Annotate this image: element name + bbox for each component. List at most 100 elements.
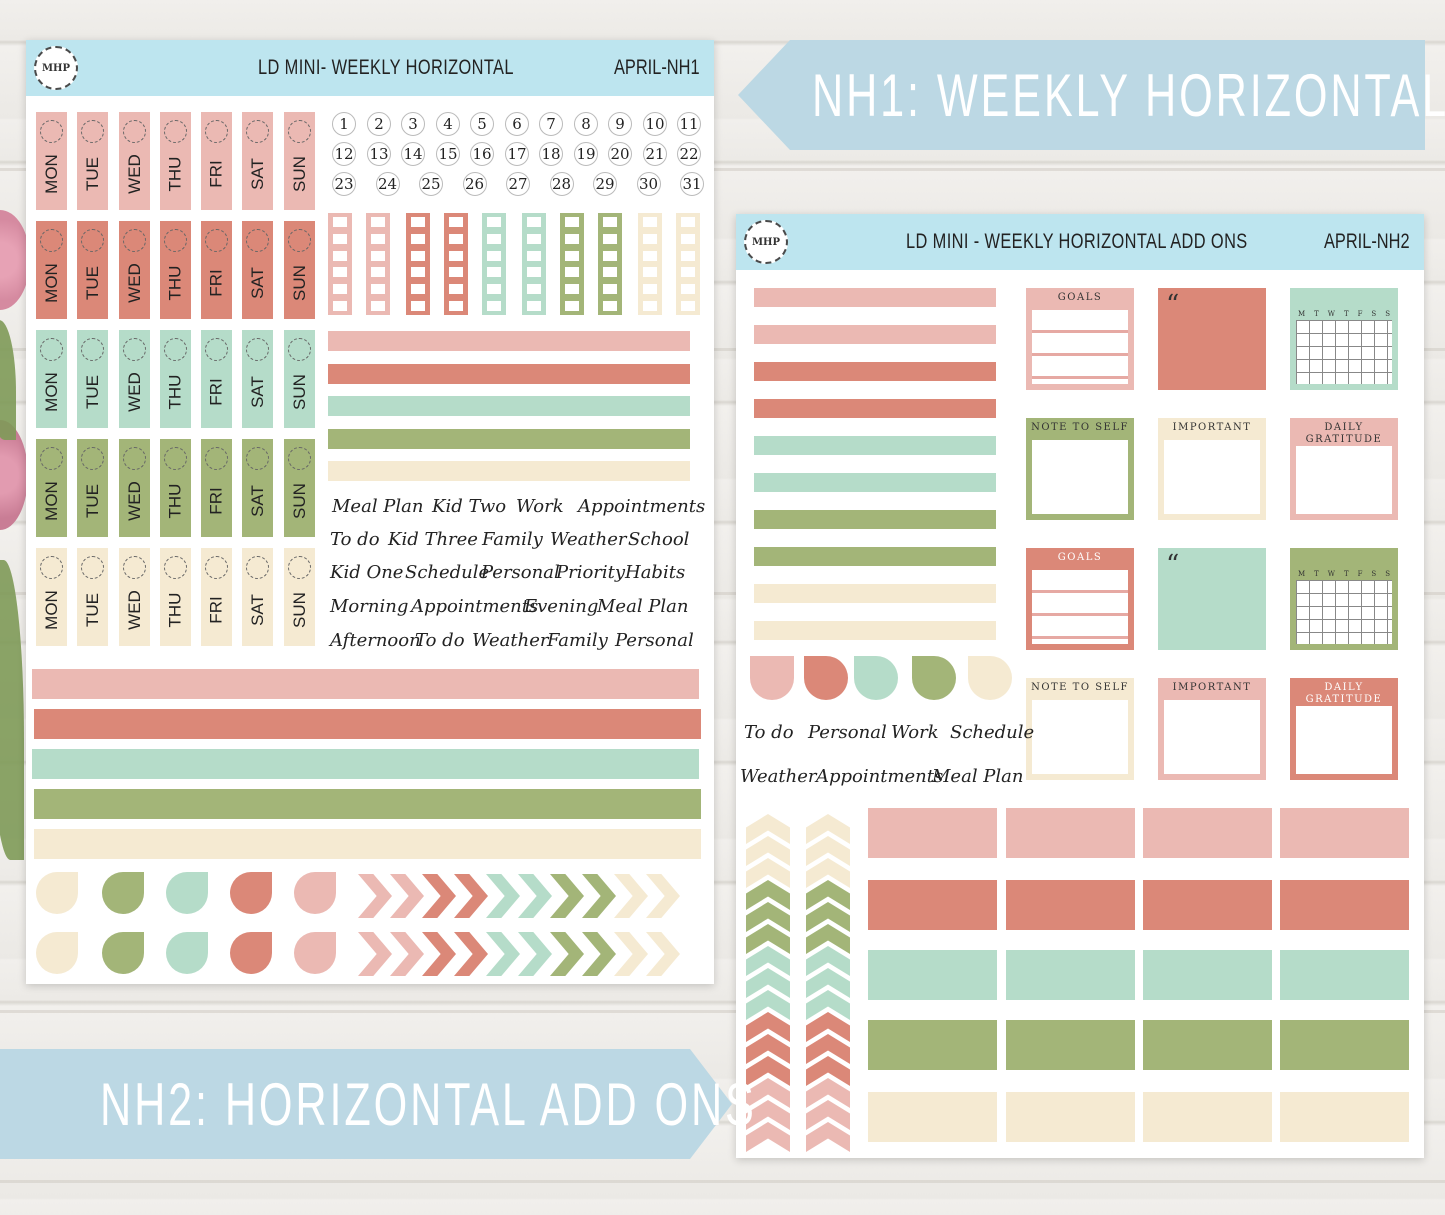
day-tab-sticker: THU — [160, 221, 191, 319]
sheet-title: LD MINI- WEEKLY HORIZONTAL — [258, 56, 514, 79]
word-sticker: School — [628, 529, 690, 550]
word-sticker: Family — [482, 529, 543, 550]
mhp-logo-icon: MHP — [744, 220, 788, 264]
day-tab-sticker: WED — [119, 439, 150, 537]
word-sticker: Appointments — [411, 596, 539, 617]
word-sticker: Weather — [472, 630, 549, 651]
quote-box-sticker: “ — [1158, 288, 1266, 390]
washi-strip — [754, 473, 996, 492]
day-tab-sticker: TUE — [77, 112, 108, 210]
date-number-circle: 13 — [367, 142, 391, 166]
word-sticker: Personal — [481, 562, 560, 583]
date-number-circle: 6 — [505, 112, 529, 136]
half-circle-sticker — [854, 656, 898, 700]
block-sticker — [868, 808, 997, 858]
block-sticker — [1143, 1020, 1272, 1070]
date-number-circle: 26 — [462, 172, 487, 196]
day-tab-sticker: SUN — [284, 439, 315, 537]
half-circle-sticker — [804, 656, 848, 700]
half-circle-sticker — [166, 872, 208, 914]
leaf-decoration — [0, 320, 16, 440]
washi-strip — [328, 429, 690, 449]
washi-strip — [754, 399, 996, 418]
day-tab-sticker: MON — [36, 112, 67, 210]
day-tab-sticker: MON — [36, 330, 67, 428]
chevron-arrow-strip — [358, 932, 680, 976]
sticker-sheet-nh1: MHP LD MINI- WEEKLY HORIZONTAL APRIL-NH1… — [26, 40, 714, 984]
half-circle-sticker — [230, 932, 272, 974]
checklist-sticker — [366, 213, 390, 315]
day-tab-sticker: SAT — [242, 439, 273, 537]
day-tab-sticker: MON — [36, 221, 67, 319]
washi-strip — [754, 621, 996, 640]
half-circle-sticker — [750, 656, 794, 700]
word-sticker: Evening — [524, 596, 599, 617]
banner-nh1: NH1: WEEKLY HORIZONTAL — [738, 40, 1445, 150]
date-number-circle: 15 — [436, 142, 460, 166]
checklist-sticker — [482, 213, 506, 315]
day-tab-sticker: WED — [119, 548, 150, 646]
word-sticker: Weather — [550, 529, 627, 550]
block-sticker — [1143, 808, 1272, 858]
washi-strip-wide — [32, 669, 699, 699]
block-sticker — [1280, 1020, 1409, 1070]
wood-plank-seam — [0, 168, 1445, 171]
washi-strip-wide — [34, 709, 701, 739]
word-sticker: Appointments — [578, 496, 706, 517]
word-sticker: Priority — [556, 562, 626, 583]
date-number-circle: 3 — [401, 112, 425, 136]
half-circle-sticker — [968, 656, 1012, 700]
washi-strip — [754, 362, 996, 381]
date-number-circle: 31 — [680, 172, 704, 196]
date-number-circle: 28 — [549, 172, 574, 196]
washi-strip — [754, 288, 996, 307]
day-tab-sticker: THU — [160, 330, 191, 428]
word-sticker: Meal Plan — [597, 596, 689, 617]
date-number-circle: 19 — [574, 142, 598, 166]
checklist-sticker — [444, 213, 468, 315]
washi-strip — [328, 331, 690, 351]
washi-strip — [754, 510, 996, 529]
block-sticker — [1006, 880, 1135, 930]
word-sticker: Kid Three — [388, 529, 478, 550]
checklist-sticker — [328, 213, 352, 315]
chevron-up-icon — [806, 1122, 850, 1152]
sheet-header — [736, 214, 1424, 270]
day-tab-sticker: TUE — [77, 330, 108, 428]
date-number-circle: 10 — [643, 112, 667, 136]
goals-box-sticker: GOALS — [1026, 548, 1134, 650]
block-sticker — [1006, 1092, 1135, 1142]
sheet-code: APRIL-NH2 — [1324, 230, 1410, 253]
word-sticker: Work — [891, 722, 939, 743]
block-sticker — [868, 950, 997, 1000]
date-number-circle: 27 — [506, 172, 530, 196]
day-tab-sticker: TUE — [77, 439, 108, 537]
word-sticker: To do — [330, 529, 380, 550]
day-tab-sticker: FRI — [201, 112, 232, 210]
date-number-circle: 2 — [367, 112, 391, 136]
checklist-sticker — [598, 213, 622, 315]
washi-strip — [328, 461, 690, 481]
note-to-self-box-sticker: NOTE TO SELF — [1026, 678, 1134, 780]
day-tab-sticker: FRI — [201, 548, 232, 646]
block-sticker — [1280, 950, 1409, 1000]
block-sticker — [1280, 1092, 1409, 1142]
wood-plank-seam — [0, 348, 1445, 351]
washi-strip-wide — [34, 789, 701, 819]
block-sticker — [1280, 808, 1409, 858]
washi-strip — [328, 396, 690, 416]
date-number-circle: 16 — [470, 142, 494, 166]
day-tab-sticker: TUE — [77, 221, 108, 319]
half-circle-sticker — [36, 932, 78, 974]
washi-strip — [754, 547, 996, 566]
chevron-arrow-strip — [358, 874, 680, 918]
banner-nh2-text: NH2: HORIZONTAL ADD ONS — [100, 1070, 757, 1138]
date-number-circle: 7 — [539, 112, 563, 136]
sheet-title: LD MINI - WEEKLY HORIZONTAL ADD ONS — [906, 230, 1248, 253]
washi-strip — [328, 364, 690, 384]
word-sticker: Schedule — [950, 722, 1035, 743]
checklist-sticker — [522, 213, 546, 315]
